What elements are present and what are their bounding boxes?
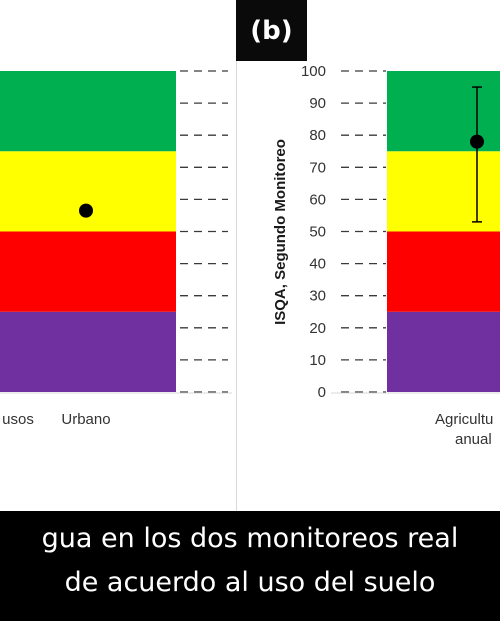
caption-line-1: gua en los dos monitoreos real <box>41 523 459 554</box>
y-tick-label-100: 100 <box>301 63 326 80</box>
figure-caption: gua en los dos monitoreos real de acuerd… <box>0 511 500 621</box>
quality-band-0 <box>387 311 500 392</box>
quality-band-3 <box>0 71 176 152</box>
y-axis-title: ISQA, Segundo Monitoreo <box>272 139 289 325</box>
caption-line-2: de acuerdo al uso del suelo <box>64 567 436 598</box>
panel-label: (b) <box>236 0 307 61</box>
y-tick-label-70: 70 <box>309 159 326 176</box>
y-tick-label-30: 30 <box>309 288 326 305</box>
y-tick-label-50: 50 <box>309 224 326 241</box>
y-tick-label-90: 90 <box>309 95 326 112</box>
quality-band-1 <box>387 231 500 312</box>
right-chart-panel: 0 10 20 30 40 50 60 70 80 90 100 ISQA, Segundo Moni… <box>272 63 500 448</box>
y-tick-label-0: 0 <box>318 384 326 401</box>
quality-band-2 <box>0 151 176 232</box>
data-point-right-0 <box>470 134 484 149</box>
x-tick-label-right-1: anual <box>455 431 492 448</box>
y-tick-label-40: 40 <box>309 256 326 273</box>
quality-band-0 <box>0 311 176 392</box>
quality-band-2 <box>387 151 500 232</box>
y-tick-label-20: 20 <box>309 320 326 337</box>
x-tick-label-0: usos <box>2 411 34 428</box>
y-tick-label-10: 10 <box>309 352 326 369</box>
data-point-1 <box>79 203 93 218</box>
x-tick-label-right-0: Agricultu <box>435 411 493 428</box>
quality-band-1 <box>0 231 176 312</box>
y-tick-label-60: 60 <box>309 191 326 208</box>
panel-divider <box>236 61 237 511</box>
x-tick-label-1: Urbano <box>61 411 110 428</box>
left-chart-panel: usos Urbano <box>0 70 232 428</box>
y-tick-label-80: 80 <box>309 127 326 144</box>
